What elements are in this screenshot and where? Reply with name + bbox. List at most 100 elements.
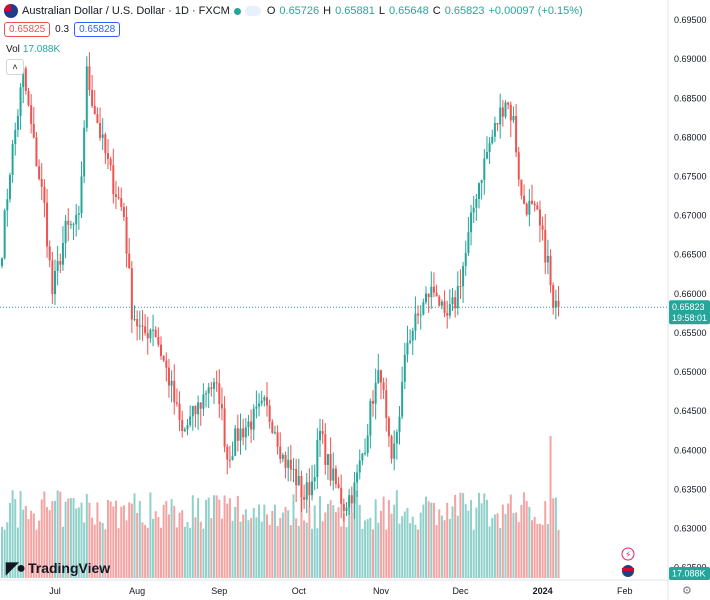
volume-bar bbox=[289, 525, 292, 578]
candle-body bbox=[398, 416, 401, 433]
candle-body bbox=[85, 66, 88, 128]
sell-button[interactable]: 0.65825 bbox=[4, 22, 51, 37]
volume-bar bbox=[430, 502, 433, 578]
candle-body bbox=[181, 420, 184, 432]
price-tick-label: 0.65000 bbox=[674, 367, 707, 377]
candle-body bbox=[462, 266, 465, 287]
candle-body bbox=[538, 209, 541, 226]
collapse-legend-button[interactable]: ˄ bbox=[6, 59, 24, 75]
candle-body bbox=[342, 503, 345, 512]
candle-body bbox=[170, 380, 173, 386]
candle-body bbox=[313, 477, 316, 482]
volume-bar bbox=[488, 526, 491, 578]
volume-bar bbox=[281, 512, 284, 578]
volume-bar bbox=[432, 502, 435, 578]
volume-bar bbox=[501, 504, 504, 578]
candle-body bbox=[109, 158, 112, 166]
volume-bar bbox=[507, 503, 510, 578]
volume-bar bbox=[414, 524, 417, 578]
time-tick-label: Oct bbox=[292, 586, 307, 596]
gear-icon[interactable]: ⚙ bbox=[682, 585, 692, 597]
candle-body bbox=[305, 482, 308, 500]
volume-bar bbox=[364, 520, 367, 578]
candle-body bbox=[475, 198, 478, 208]
candle-body bbox=[350, 495, 353, 504]
candle-body bbox=[340, 487, 343, 504]
volume-bar bbox=[27, 519, 30, 578]
volume-bar bbox=[374, 499, 377, 578]
candle-body bbox=[454, 297, 457, 309]
volume-bar bbox=[22, 509, 25, 578]
volume-bar bbox=[523, 492, 526, 578]
candle-body bbox=[552, 285, 555, 308]
volume-bar bbox=[292, 494, 295, 578]
volume-bar bbox=[385, 529, 388, 578]
candle-body bbox=[112, 165, 115, 195]
candle-body bbox=[252, 408, 255, 430]
volume-bar bbox=[14, 499, 17, 578]
volume-bar bbox=[435, 525, 438, 578]
volume-bar bbox=[538, 523, 541, 578]
candle-body bbox=[258, 403, 261, 407]
volume-bar bbox=[93, 524, 96, 578]
candle-body bbox=[348, 495, 351, 508]
volume-badge-value: 17.088K bbox=[672, 569, 706, 579]
candle-body bbox=[303, 497, 306, 500]
trade-buttons: 0.65825 0.3 0.65828 bbox=[4, 22, 121, 37]
volume-bar bbox=[536, 523, 539, 578]
candle-body bbox=[51, 260, 54, 295]
candle-body bbox=[226, 446, 229, 460]
volume-bar bbox=[276, 526, 279, 578]
candle-body bbox=[48, 246, 51, 261]
symbol-title[interactable]: Australian Dollar / U.S. Dollar · 1D · F… bbox=[22, 5, 230, 17]
candle-body bbox=[440, 301, 443, 306]
candle-body bbox=[446, 313, 449, 316]
chevron-up-icon: ˄ bbox=[12, 62, 18, 72]
volume-bar bbox=[345, 527, 348, 578]
candle-body bbox=[456, 286, 459, 309]
candle-body bbox=[244, 427, 247, 438]
volume-badge bbox=[669, 567, 710, 580]
volume-bar bbox=[226, 503, 229, 578]
buy-button[interactable]: 0.65828 bbox=[74, 22, 121, 37]
candle-body bbox=[220, 404, 223, 409]
volume-bar bbox=[401, 516, 404, 578]
candle-body bbox=[16, 115, 19, 130]
volume-bar bbox=[202, 528, 205, 578]
volume-bar bbox=[210, 518, 213, 578]
candle-body bbox=[366, 435, 369, 453]
low-value: 0.65648 bbox=[389, 5, 429, 17]
candle-body bbox=[14, 129, 17, 145]
candle-body bbox=[141, 325, 144, 327]
candle-body bbox=[295, 468, 298, 486]
candle-body bbox=[425, 293, 427, 303]
volume-bar bbox=[64, 501, 67, 578]
volume-bar bbox=[114, 500, 117, 578]
candle-body bbox=[146, 333, 149, 339]
volume-bar bbox=[85, 494, 88, 578]
candle-body bbox=[250, 421, 253, 430]
candle-body bbox=[263, 397, 266, 401]
candle-body bbox=[122, 207, 125, 217]
candle-body bbox=[329, 454, 332, 481]
candle-body bbox=[239, 428, 242, 441]
volume-bar bbox=[409, 523, 412, 578]
candle-body bbox=[186, 425, 189, 430]
candle-body bbox=[72, 224, 75, 226]
volume-bar bbox=[77, 507, 80, 578]
volume-bar bbox=[377, 522, 380, 578]
volume-bar bbox=[191, 495, 194, 578]
candle-body bbox=[194, 405, 197, 415]
visibility-toggle-icon[interactable] bbox=[244, 6, 261, 16]
candle-body bbox=[554, 300, 557, 308]
price-tick-label: 0.64500 bbox=[674, 406, 707, 416]
candle-body bbox=[138, 325, 141, 327]
volume-bar bbox=[485, 499, 488, 578]
volume-bar bbox=[252, 507, 255, 578]
volume-bar bbox=[348, 504, 351, 578]
volume-bar bbox=[509, 494, 512, 578]
volume-bar bbox=[255, 517, 258, 578]
candle-body bbox=[11, 144, 14, 175]
volume-bar bbox=[271, 510, 274, 578]
